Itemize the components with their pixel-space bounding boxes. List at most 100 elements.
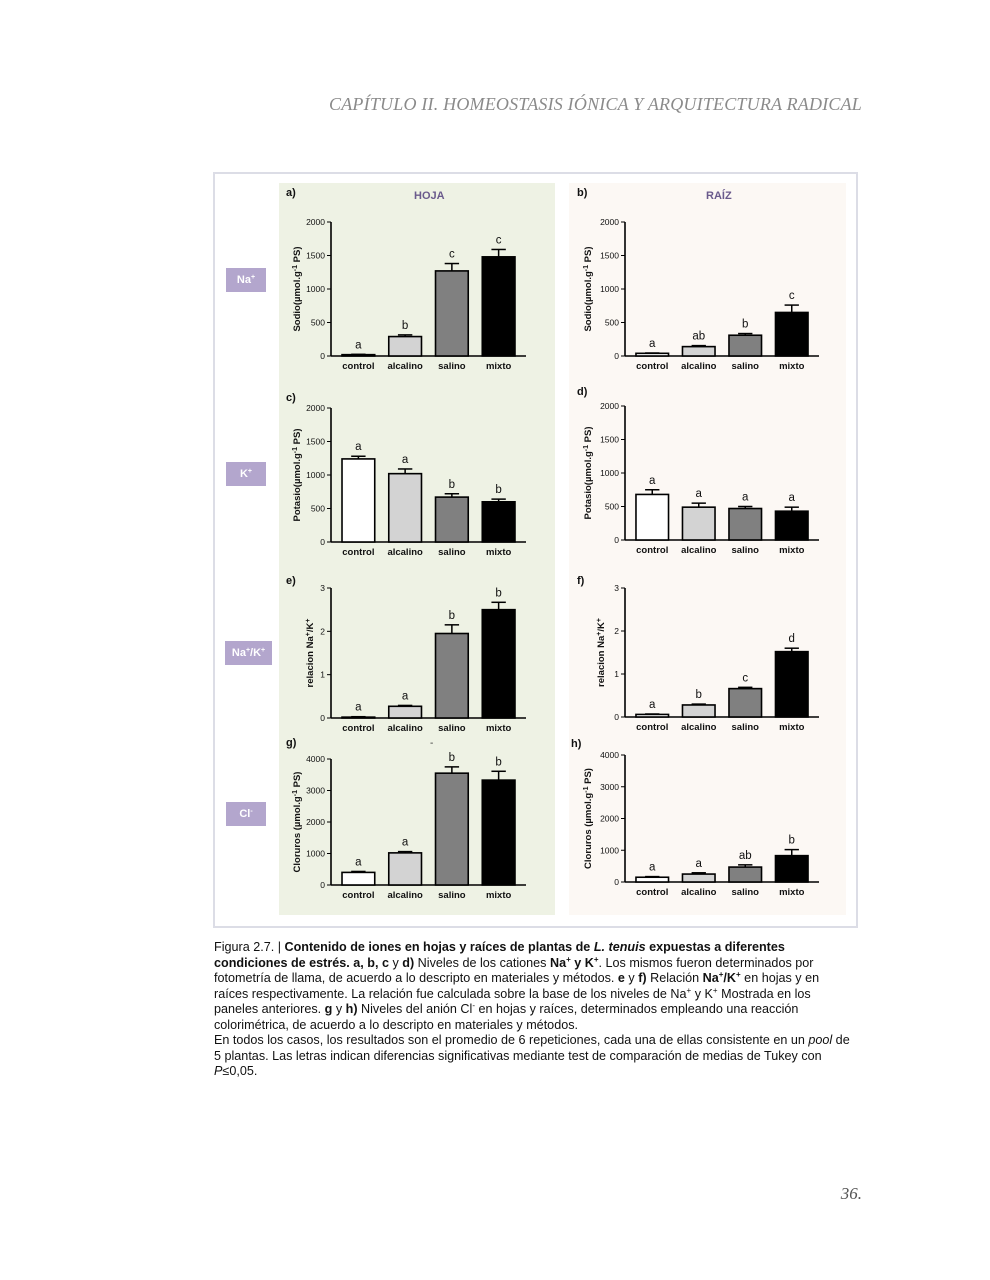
panel-b-letter-mixto: c [789, 290, 795, 302]
caption-paragraph-1: Figura 2.7. | Contenido de iones en hoja… [214, 940, 854, 1033]
panel-e-letter-control: a [355, 702, 362, 714]
panel-a-ylabel: Sodio(µmol.g-1 PS) [292, 246, 304, 331]
panel-e-ylabel-part: /K [305, 623, 316, 633]
caption-t5: y K [691, 986, 713, 1001]
panel-d-bar-control [635, 493, 670, 541]
stray-mark: - [430, 738, 434, 749]
panel-f-ylabel-part: /K [596, 622, 607, 632]
panel-f-ytick-label: 0 [614, 712, 619, 722]
ion-label-na: Na + [226, 268, 266, 292]
figure-caption: Figura 2.7. | Contenido de iones en hoja… [214, 940, 854, 1080]
panel-d-letter-salino: a [742, 492, 749, 504]
caption-p2c: ≤0,05. [222, 1064, 258, 1078]
panel-h-ylabel-part: PS) [583, 768, 594, 786]
chart-panel-b: b) 0 500 1000 1500 2000 Sodio(µmol.g-1 PS) a con… [577, 187, 819, 372]
ion-label-k-text: K [239, 468, 248, 480]
panel-f-ylabel-part: relacion Na [596, 635, 607, 687]
ion-label-ratio-a: Na [231, 647, 246, 659]
panel-b-ytick-label: 0 [614, 351, 619, 361]
panel-c-ytick-label: 1000 [306, 470, 325, 480]
panel-e-category-label: salino [438, 723, 466, 734]
panel-a-ylabel-part: -1 [292, 265, 299, 271]
panel-e-ytick-label: 2 [320, 626, 325, 636]
panel-g-letter-alcalino: a [402, 837, 409, 849]
panel-h-ytick-label: 1000 [600, 845, 619, 855]
panel-h-ytick-label: 3000 [600, 782, 619, 792]
panel-f-ytick-label: 3 [614, 583, 619, 593]
panel-c-bar-control [341, 458, 376, 543]
panel-f-ylabel-part: + [596, 618, 603, 622]
caption-sup: + [593, 954, 599, 964]
panel-d-bar-salino [728, 507, 763, 541]
panel-g-ylabel: Cloruros (µmol.g-1 PS) [292, 772, 304, 873]
panel-d-label: d) [577, 386, 588, 398]
panel-d-bar-alcalino [681, 506, 716, 541]
panel-g-ytick-label: 1000 [306, 849, 325, 859]
panel-h-ylabel-part: Cloruros (µmol.g [583, 793, 594, 869]
panel-g-category-label: alcalino [387, 890, 423, 901]
panel-e-label: e) [286, 575, 296, 587]
panel-a-ytick-label: 0 [320, 351, 325, 361]
panel-c-bar-alcalino [387, 472, 423, 543]
panel-c-category-label: alcalino [387, 547, 423, 558]
panel-d-ytick-label: 2000 [600, 401, 619, 411]
panel-c-ylabel: Potasio(µmol.g-1 PS) [292, 429, 304, 522]
panel-g-ylabel-part: Cloruros (µmol.g [292, 796, 303, 872]
caption-f: f) [638, 971, 647, 985]
panel-e-ytick-label: 1 [320, 670, 325, 680]
panel-b-letter-control: a [649, 338, 656, 350]
panel-h-letter-mixto: b [789, 835, 795, 847]
chart-panel-d: d) 0 500 1000 1500 2000 Potasio(µmol.g-1 PS) a c… [577, 386, 819, 556]
panel-g-ytick-label: 3000 [306, 786, 325, 796]
panel-b-bar-salino [728, 334, 763, 357]
caption-t1: Niveles de los cationes [414, 955, 550, 970]
caption-p2b: de 5 plantas. Las letras indican diferen… [214, 1033, 850, 1063]
panel-d-ylabel-part: -1 [583, 445, 590, 451]
caption-e: e [617, 971, 625, 985]
ion-label-cl: Cl - [226, 802, 266, 826]
panel-f-label: f) [577, 575, 585, 587]
panel-g-category-label: salino [438, 890, 466, 901]
panel-e-ylabel-part: relacion Na [305, 636, 316, 688]
panel-f-ytick-label: 2 [614, 626, 619, 636]
panel-a-ytick-label: 1500 [306, 251, 325, 261]
panel-b-ytick-label: 1500 [600, 251, 619, 261]
caption-t7: Niveles del anión Cl [357, 1002, 473, 1016]
panel-a-category-label: salino [438, 361, 466, 372]
panel-h-category-label: alcalino [681, 887, 717, 898]
chart-panel-a: a) 0 500 1000 1500 2000 Sodio(µmol.g-1 PS) a con… [286, 187, 526, 372]
ion-label-k-sup: + [247, 467, 253, 475]
panel-c-bar-mixto [481, 500, 516, 543]
panel-e-letter-mixto: b [495, 587, 501, 599]
panel-c-letter-control: a [355, 441, 362, 453]
panel-e-ylabel-part: + [305, 632, 312, 636]
panel-b-letter-salino: b [742, 319, 748, 331]
column-header-raiz: RAÍZ [706, 190, 732, 202]
panel-g-letter-mixto: b [495, 756, 501, 768]
panel-c-ytick-label: 500 [311, 504, 325, 514]
panel-e-category-label: alcalino [387, 723, 423, 734]
panel-b-ylabel-part: PS) [583, 246, 594, 264]
caption-sup: + [736, 969, 741, 979]
panel-c-ytick-label: 1500 [306, 437, 325, 447]
panel-d-ylabel-part: PS) [583, 427, 594, 445]
panel-a-letter-mixto: c [496, 234, 502, 246]
panel-g-ytick-label: 0 [320, 880, 325, 890]
panel-c-ylabel-part: Potasio(µmol.g [292, 453, 303, 521]
panel-g-bar-salino [434, 772, 470, 886]
caption-y-k: y K [570, 955, 594, 970]
panel-d-category-label: salino [732, 545, 760, 556]
panel-f-category-label: control [636, 722, 668, 733]
panel-c-letter-salino: b [449, 479, 455, 491]
caption-t3: Relación [646, 971, 703, 985]
panel-d-letter-alcalino: a [696, 488, 703, 500]
panel-f-category-label: salino [732, 722, 760, 733]
panel-h-letter-control: a [649, 862, 656, 874]
panel-g-bar-alcalino [387, 852, 423, 886]
caption-t6: Mostrada en los paneles anteriores. [214, 986, 811, 1017]
raiz-column-background [569, 183, 846, 915]
panel-b-category-label: control [636, 361, 668, 372]
caption-y2: y [624, 971, 639, 985]
panel-b-category-label: salino [732, 361, 760, 372]
